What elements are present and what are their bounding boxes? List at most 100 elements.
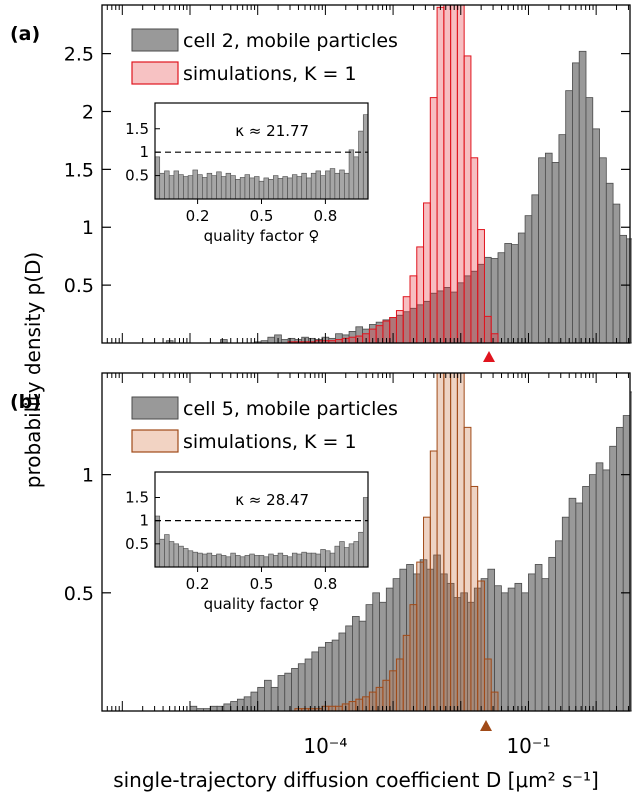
histogram-bar <box>561 516 570 712</box>
histogram-bar <box>348 336 357 344</box>
y-tick-label: 0.5 <box>64 275 94 297</box>
inset-y-ticks: 0.5 1 1.5 <box>125 120 160 185</box>
histogram-bar <box>324 642 333 712</box>
histogram-bar <box>616 426 624 712</box>
inset-annotation: κ ≈ 28.47 <box>235 491 309 509</box>
inset-bar <box>263 556 269 568</box>
inset-bar <box>301 172 307 200</box>
inset-bar <box>296 553 303 568</box>
histogram-bar <box>551 162 560 344</box>
panel-b: 0.51 (b) cell 5, mobile particles simula… <box>10 372 632 731</box>
y-tick-label: 2.5 <box>64 44 94 66</box>
histogram-bar <box>463 55 472 344</box>
histogram-bar <box>291 668 299 712</box>
histogram-bar <box>375 686 384 712</box>
legend: cell 5, mobile particles simulations, K … <box>131 396 398 453</box>
histogram-bar <box>395 310 404 344</box>
inset-bar <box>206 552 213 568</box>
legend-swatch-cell <box>131 28 179 52</box>
inset-x-tick-label: 0.8 <box>313 575 337 593</box>
inset-bar <box>192 551 198 568</box>
inset-bar <box>329 552 336 568</box>
inset-bar <box>362 497 369 568</box>
y-axis-label: probability density p(D) <box>21 252 45 488</box>
histogram-bar <box>402 634 411 712</box>
legend-swatch-simulation <box>131 429 179 453</box>
histogram-bar <box>602 469 611 712</box>
histogram-bar <box>483 315 492 344</box>
inset-bar <box>301 551 307 568</box>
histogram-bar <box>585 97 594 344</box>
inset-bar <box>306 552 312 568</box>
inset-bar <box>173 543 179 568</box>
inset-bar <box>348 149 355 200</box>
x-tick-label: 10⁻¹ <box>506 734 550 758</box>
histogram-bar <box>504 243 512 344</box>
inset-bar <box>192 169 198 200</box>
inset-bar <box>187 175 194 200</box>
histogram-bar <box>355 698 364 712</box>
inset-bar <box>315 553 321 568</box>
inset-bar <box>258 180 265 200</box>
inset-x-tick-label: 0.2 <box>186 575 210 593</box>
inset-bar <box>291 174 298 200</box>
inset-x-tick-label: 0.2 <box>186 207 210 225</box>
inset-bar <box>235 179 241 200</box>
histogram-bar <box>423 516 431 712</box>
histogram-bar <box>572 62 580 344</box>
inset-bar <box>178 174 184 200</box>
histogram-bar <box>528 573 536 712</box>
histogram-bar <box>277 675 286 712</box>
histogram-bar <box>511 244 519 344</box>
inset-bar <box>178 545 184 568</box>
histogram-bar <box>575 502 584 712</box>
histogram-bar <box>416 246 425 344</box>
inset-y-tick-label: 1 <box>139 143 149 161</box>
inset-bar <box>197 552 203 568</box>
histogram-cell-bars <box>165 50 632 344</box>
inset-bar <box>310 552 317 568</box>
y-tick-label: 2 <box>82 101 94 123</box>
panel-a: 0.5 1 1.5 2 2.5 (a) cell 2, mobile particles… <box>10 4 632 362</box>
inset-bar <box>216 553 222 568</box>
histogram-bar <box>311 651 320 712</box>
histogram-bar <box>304 658 313 712</box>
inset-x-ticks: 0.2 0.5 0.8 <box>186 199 337 225</box>
histogram-bar <box>568 497 577 712</box>
inset-bar <box>211 175 217 200</box>
y-axis-ticks: 0.5 1 1.5 2 2.5 <box>64 44 630 297</box>
inset-bar <box>348 543 355 568</box>
histogram-bar <box>524 215 533 344</box>
histogram-bar <box>429 97 438 344</box>
inset-bar <box>230 552 236 568</box>
inset-bar <box>277 552 284 568</box>
inset-bar <box>325 550 331 568</box>
inset-bar <box>164 170 170 200</box>
y-tick-label: 1.5 <box>64 159 94 181</box>
panel-label: (a) <box>10 23 40 45</box>
panel-label: (b) <box>10 391 41 413</box>
histogram-bar <box>609 445 617 712</box>
histogram-bar <box>270 686 279 712</box>
inset-bar <box>339 541 345 568</box>
histogram-bar <box>395 658 404 712</box>
histogram-bar <box>409 604 418 712</box>
inset-bar <box>211 555 217 568</box>
legend-swatch-cell <box>131 396 179 420</box>
inset-bar <box>353 156 359 200</box>
histogram-bar <box>599 157 607 344</box>
histogram-bar <box>477 229 485 344</box>
inset-bar <box>344 172 350 200</box>
histogram-bar <box>514 582 523 712</box>
inset-bar <box>249 177 255 200</box>
inset-bar <box>197 174 203 200</box>
mean-marker <box>480 720 492 731</box>
inset-bar <box>183 176 189 200</box>
histogram-bar <box>622 415 631 712</box>
inset-bar <box>273 555 279 568</box>
inset-bar <box>334 545 340 568</box>
legend-label-simulation: simulations, K = 1 <box>183 431 357 453</box>
histogram-bar <box>257 686 265 712</box>
inset-y-tick-label: 1.5 <box>125 488 149 506</box>
